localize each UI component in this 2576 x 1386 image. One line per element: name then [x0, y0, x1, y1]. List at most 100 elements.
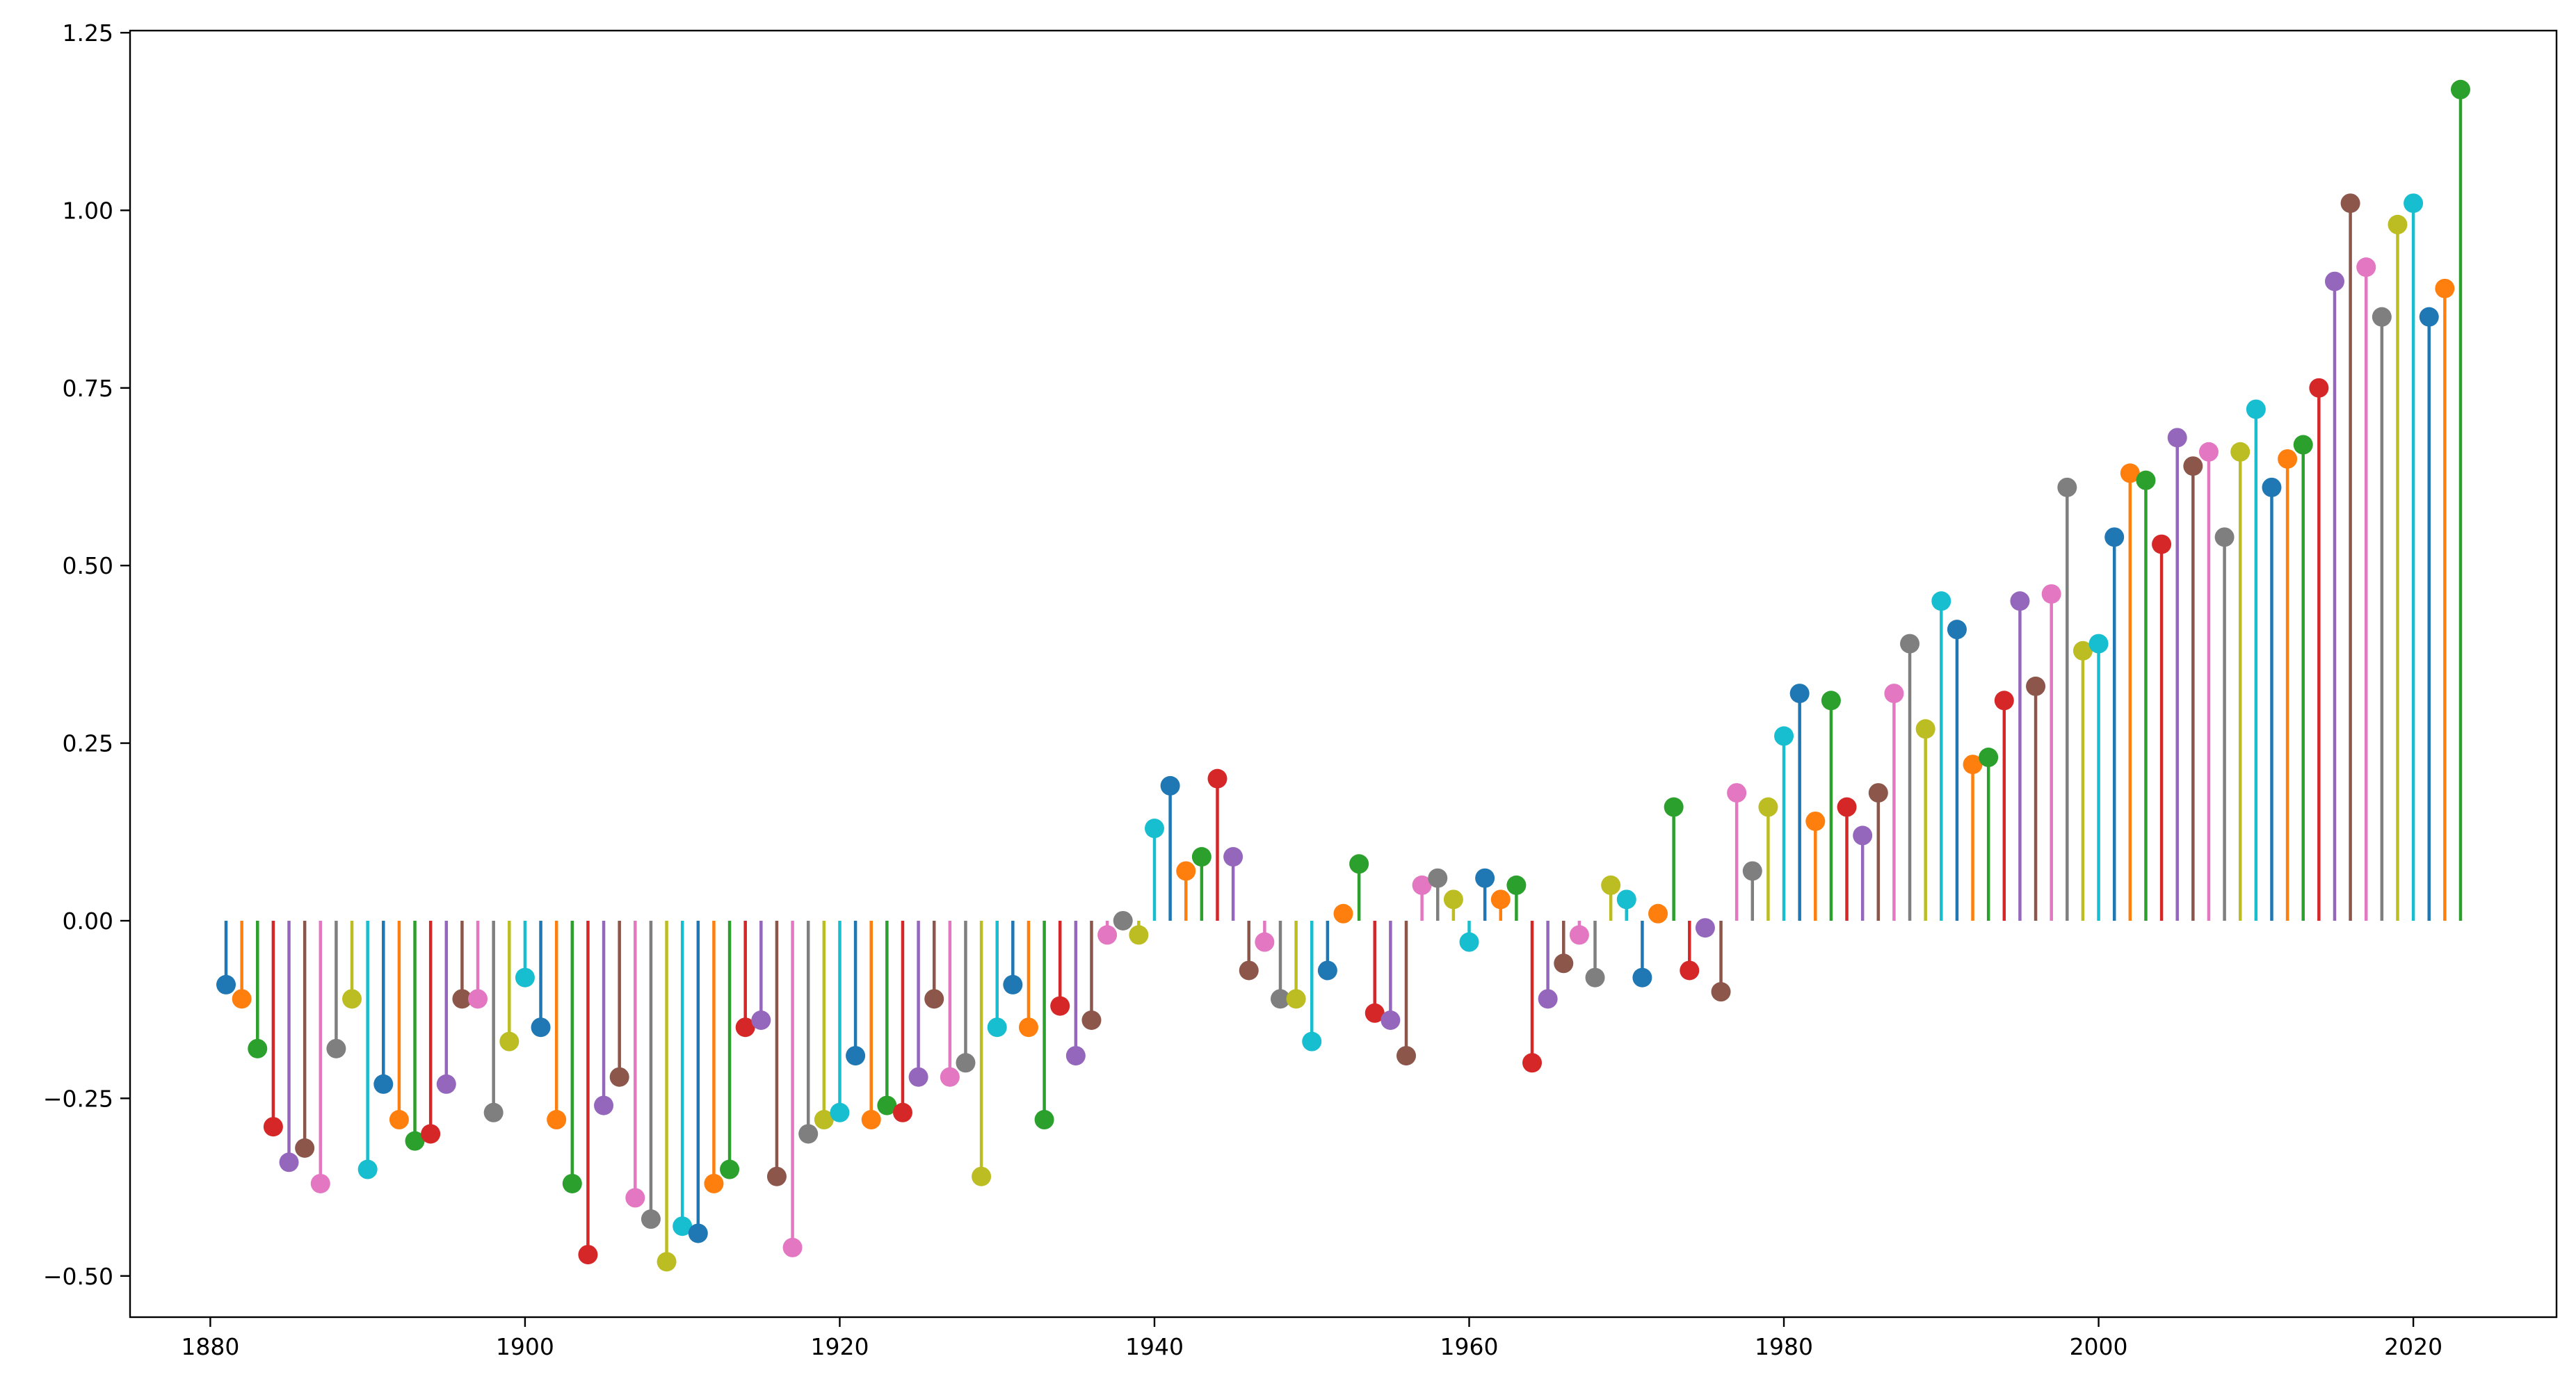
y-tick-label-5: 0.75	[63, 375, 113, 402]
marker-1881	[216, 974, 236, 994]
marker-1930	[987, 1017, 1007, 1038]
marker-1892	[389, 1110, 409, 1130]
marker-1967	[1569, 925, 1589, 945]
marker-1888	[326, 1038, 346, 1058]
x-axis: 1880 1900 1920 1940 1960 1980 2000 2020	[181, 1317, 2442, 1360]
marker-1982	[1805, 811, 1826, 831]
marker-1922	[861, 1110, 881, 1130]
marker-1911	[688, 1223, 708, 1243]
marker-1910	[673, 1216, 693, 1236]
marker-1997	[2041, 584, 2061, 604]
marker-1908	[641, 1209, 661, 1230]
marker-1925	[908, 1067, 928, 1087]
marker-2012	[2278, 449, 2298, 469]
marker-1979	[1758, 797, 1778, 817]
marker-1887	[310, 1173, 330, 1193]
marker-1985	[1853, 825, 1873, 846]
y-tick-label-0: −0.50	[43, 1263, 113, 1290]
marker-1882	[232, 989, 252, 1009]
marker-1965	[1538, 989, 1558, 1009]
marker-1952	[1333, 903, 1353, 924]
marker-1950	[1302, 1031, 1322, 1051]
marker-1948	[1270, 989, 1290, 1009]
y-tick-label-4: 0.50	[63, 552, 113, 579]
marker-1953	[1349, 854, 1369, 874]
x-tick-label-1940: 1940	[1125, 1333, 1184, 1360]
marker-1990	[1931, 591, 1951, 611]
marker-1918	[798, 1124, 819, 1144]
marker-1884	[263, 1117, 283, 1137]
marker-1912	[704, 1173, 724, 1193]
marker-1978	[1742, 861, 1762, 881]
marker-1956	[1396, 1046, 1417, 1066]
marker-1947	[1255, 932, 1275, 952]
x-tick-label-2020: 2020	[2384, 1333, 2442, 1360]
marker-1970	[1616, 889, 1636, 910]
marker-1955	[1380, 1010, 1401, 1030]
marker-1921	[846, 1046, 866, 1066]
marker-1923	[877, 1095, 897, 1115]
marker-1983	[1821, 691, 1841, 711]
marker-1883	[248, 1038, 268, 1058]
marker-2011	[2262, 477, 2282, 497]
marker-2009	[2230, 442, 2251, 462]
marker-2005	[2167, 428, 2187, 448]
marker-1961	[1475, 868, 1495, 888]
marker-1972	[1648, 903, 1668, 924]
marker-1924	[892, 1102, 912, 1122]
marker-2008	[2214, 527, 2235, 547]
marker-1944	[1207, 768, 1227, 789]
marker-1902	[547, 1110, 567, 1130]
marker-1980	[1774, 726, 1794, 746]
marker-2014	[2309, 378, 2329, 398]
marker-1943	[1191, 847, 1211, 867]
marker-1936	[1081, 1010, 1102, 1030]
marker-1901	[531, 1017, 551, 1038]
marker-1987	[1884, 684, 1904, 704]
marker-1920	[830, 1102, 850, 1122]
marker-1932	[1018, 1017, 1038, 1038]
marker-1964	[1522, 1053, 1543, 1073]
marker-1962	[1490, 889, 1511, 910]
marker-1913	[720, 1159, 740, 1179]
marker-2000	[2088, 634, 2109, 654]
data-markers	[216, 79, 2470, 1272]
marker-2010	[2246, 399, 2266, 419]
marker-1963	[1506, 875, 1527, 895]
marker-1906	[609, 1067, 629, 1087]
marker-1989	[1915, 719, 1935, 739]
data-stems	[224, 89, 2463, 1262]
marker-1927	[940, 1067, 960, 1087]
marker-2015	[2324, 271, 2344, 291]
marker-1899	[499, 1031, 520, 1051]
marker-1958	[1428, 868, 1448, 888]
marker-2018	[2372, 307, 2392, 327]
marker-2022	[2435, 278, 2455, 298]
marker-1968	[1585, 967, 1605, 988]
marker-2004	[2152, 534, 2172, 554]
x-tick-label-2000: 2000	[2070, 1333, 2128, 1360]
marker-2007	[2198, 442, 2219, 462]
marker-2006	[2183, 456, 2203, 476]
marker-1935	[1065, 1046, 1086, 1066]
marker-2013	[2293, 435, 2313, 455]
marker-1975	[1695, 918, 1715, 938]
marker-1895	[436, 1074, 456, 1094]
x-tick-label-1900: 1900	[496, 1333, 554, 1360]
marker-1988	[1900, 634, 1920, 654]
marker-2003	[2136, 470, 2156, 490]
marker-2019	[2388, 214, 2408, 234]
marker-2001	[2104, 527, 2125, 547]
marker-1928	[956, 1053, 976, 1073]
marker-1900	[515, 967, 535, 988]
marker-1984	[1837, 797, 1857, 817]
marker-1998	[2057, 477, 2077, 497]
marker-1903	[562, 1173, 582, 1193]
marker-1914	[735, 1017, 755, 1038]
marker-1934	[1050, 996, 1070, 1016]
x-tick-label-1880: 1880	[181, 1333, 239, 1360]
x-tick-label-1980: 1980	[1755, 1333, 1813, 1360]
marker-1992	[1963, 755, 1983, 775]
